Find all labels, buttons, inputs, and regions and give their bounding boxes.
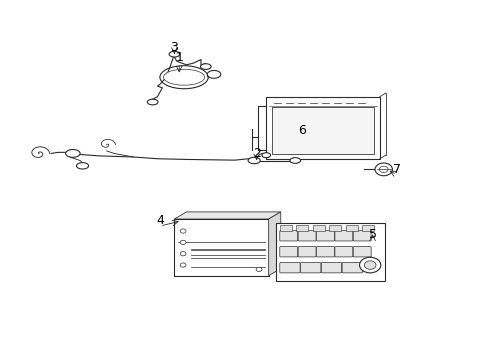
Text: 7: 7	[392, 163, 400, 176]
Polygon shape	[174, 212, 280, 219]
Text: 6: 6	[298, 124, 306, 137]
Ellipse shape	[262, 153, 270, 158]
Bar	[361, 225, 373, 231]
Circle shape	[379, 166, 387, 172]
Polygon shape	[268, 212, 280, 276]
Ellipse shape	[163, 69, 204, 85]
Ellipse shape	[200, 64, 211, 69]
FancyBboxPatch shape	[279, 262, 300, 273]
Text: 2: 2	[252, 147, 260, 160]
FancyBboxPatch shape	[342, 262, 362, 273]
Ellipse shape	[76, 163, 88, 169]
Ellipse shape	[147, 99, 158, 105]
Text: 3: 3	[170, 41, 178, 54]
FancyBboxPatch shape	[316, 247, 334, 257]
Ellipse shape	[289, 158, 300, 163]
FancyBboxPatch shape	[334, 247, 352, 257]
Circle shape	[374, 163, 392, 176]
FancyBboxPatch shape	[300, 262, 320, 273]
FancyBboxPatch shape	[279, 247, 297, 257]
Circle shape	[364, 261, 375, 269]
Text: 5: 5	[368, 229, 376, 242]
Bar	[312, 225, 324, 231]
Bar	[265, 97, 379, 159]
Bar	[296, 225, 308, 231]
Bar	[174, 219, 268, 276]
Circle shape	[180, 229, 185, 233]
FancyBboxPatch shape	[279, 231, 297, 241]
Text: 4: 4	[156, 214, 163, 227]
Bar	[275, 222, 384, 281]
FancyBboxPatch shape	[298, 231, 315, 241]
Ellipse shape	[65, 149, 80, 157]
Circle shape	[359, 257, 380, 273]
FancyBboxPatch shape	[352, 231, 370, 241]
FancyBboxPatch shape	[321, 262, 341, 273]
Bar	[279, 225, 291, 231]
Text: 1: 1	[175, 51, 183, 64]
FancyBboxPatch shape	[298, 247, 315, 257]
FancyBboxPatch shape	[316, 231, 334, 241]
Ellipse shape	[247, 157, 260, 164]
Circle shape	[180, 240, 185, 244]
Circle shape	[180, 252, 185, 256]
Circle shape	[256, 267, 262, 271]
Ellipse shape	[207, 71, 221, 78]
Circle shape	[180, 263, 185, 267]
Ellipse shape	[160, 66, 208, 89]
FancyBboxPatch shape	[334, 231, 352, 241]
Bar	[271, 107, 373, 154]
Bar	[328, 225, 341, 231]
Ellipse shape	[169, 51, 180, 57]
Bar	[345, 225, 357, 231]
FancyBboxPatch shape	[352, 247, 370, 257]
